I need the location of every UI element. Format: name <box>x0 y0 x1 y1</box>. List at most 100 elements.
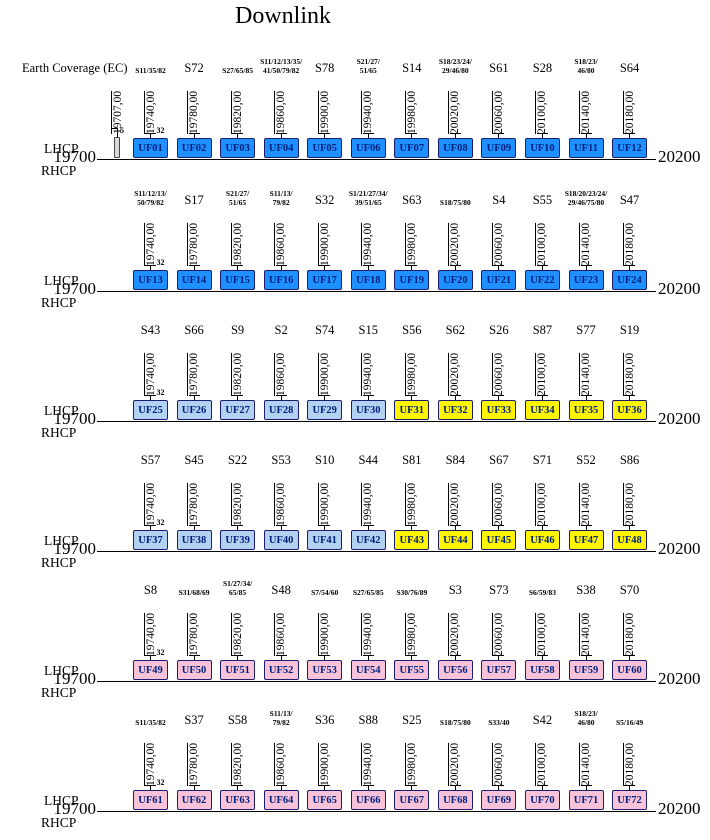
transponder-box: UF12 <box>612 138 648 158</box>
satellite-label: S33/40 <box>488 718 510 727</box>
transponder-box: UF08 <box>437 138 473 158</box>
satellite-label: S53 <box>271 453 291 467</box>
polarization-label-lhcp: LHCP <box>44 141 79 156</box>
satellite-label: S58 <box>227 713 248 727</box>
tick-stem <box>541 265 543 270</box>
polarization-label-rhcp: RHCP <box>41 163 77 178</box>
tick-stem <box>367 655 369 660</box>
tick-stem <box>629 133 631 138</box>
tick-stem <box>411 655 413 660</box>
satellite-label: S18/23/24/ 29/46/80 <box>438 57 472 75</box>
satellite-label: S48 <box>271 583 291 597</box>
tick-stem <box>280 133 282 138</box>
frequency-label: 19940,00 <box>362 90 375 134</box>
satellite-label: S3 <box>448 583 462 597</box>
ec-tick-cap <box>112 128 118 129</box>
polarization-label-rhcp: RHCP <box>41 685 77 700</box>
satellite-label: S74 <box>314 323 335 337</box>
transponder-box: UF22 <box>524 270 560 290</box>
transponder-box: UF53 <box>307 660 343 680</box>
transponder-box: UF29 <box>307 400 343 420</box>
transponder-box: UF43 <box>394 530 430 550</box>
tick-stem <box>585 785 587 790</box>
bandwidth-label: 32 <box>156 258 165 267</box>
frequency-label: 19740,00 <box>144 482 157 526</box>
tick-stem <box>629 525 631 530</box>
tick-stem <box>280 265 282 270</box>
tick-stem <box>324 655 326 660</box>
satellite-label: S32 <box>314 193 335 207</box>
frequency-label: 19780,00 <box>188 222 201 266</box>
satellite-label: S11/13/ 79/82 <box>269 709 293 727</box>
bandwidth-label: 32 <box>156 518 165 527</box>
satellite-label: S47 <box>619 193 640 207</box>
satellite-label: S18/23/ 46/80 <box>574 709 598 727</box>
frequency-axis-line <box>97 421 656 423</box>
frequency-label: 19780,00 <box>188 352 201 396</box>
transponder-box: UF50 <box>176 660 212 680</box>
satellite-label: S26 <box>489 323 509 337</box>
satellite-label: S14 <box>402 61 422 75</box>
bandwidth-label: 32 <box>156 126 165 135</box>
frequency-label: 20060,00 <box>492 222 505 266</box>
tick-stem <box>541 785 543 790</box>
satellite-label: S11/35/82 <box>135 66 166 75</box>
tick-stem <box>411 785 413 790</box>
transponder-box: UF65 <box>307 790 343 810</box>
satellite-label: S56 <box>402 323 422 337</box>
transponder-box: UF61 <box>133 790 168 810</box>
tick-stem <box>498 525 500 530</box>
transponder-box: UF06 <box>350 138 386 158</box>
earth-coverage-label: Earth Coverage (EC) <box>22 61 128 75</box>
satellite-label: S66 <box>184 323 204 337</box>
tick-stem <box>498 785 500 790</box>
transponder-box: UF04 <box>263 138 299 158</box>
satellite-label: S4 <box>492 193 506 207</box>
transponder-box: UF32 <box>437 400 473 420</box>
tick-stem <box>324 395 326 400</box>
frequency-label: 20020,00 <box>449 90 462 134</box>
transponder-box: UF68 <box>437 790 473 810</box>
frequency-label: 19900,00 <box>318 482 331 526</box>
transponder-box: UF05 <box>307 138 343 158</box>
tick-stem <box>150 525 151 530</box>
transponder-box: UF42 <box>350 530 386 550</box>
transponder-box: UF67 <box>394 790 430 810</box>
frequency-label: 20140,00 <box>580 222 592 266</box>
frequency-label: 19860,00 <box>275 352 288 396</box>
transponder-box: UF41 <box>307 530 343 550</box>
tick-stem <box>411 395 413 400</box>
transponder-box: UF63 <box>220 790 256 810</box>
frequency-label: 20060,00 <box>492 612 505 656</box>
satellite-label: S37 <box>184 713 204 727</box>
frequency-label: 20140,00 <box>580 612 592 656</box>
frequency-label: 19900,00 <box>318 90 331 134</box>
satellite-label: S27/65/85 <box>352 588 384 597</box>
frequency-label: 20100,00 <box>536 612 549 656</box>
satellite-label: S1/21/27/34/ 39/51/65 <box>348 189 388 207</box>
frequency-label: 19740,00 <box>144 742 157 786</box>
transponder-box: UF19 <box>394 270 430 290</box>
transponder-box: UF56 <box>437 660 473 680</box>
satellite-label: S38 <box>576 583 596 597</box>
satellite-label: S9 <box>230 323 245 337</box>
satellite-label: S5/16/49 <box>616 718 644 727</box>
tick-stem <box>585 133 587 138</box>
transponder-box: UF15 <box>220 270 256 290</box>
frequency-label: 20020,00 <box>449 612 462 656</box>
satellite-label: S11/12/13/ 50/79/82 <box>134 189 167 207</box>
axis-start-label: 19700 <box>53 669 97 688</box>
transponder-box: UF28 <box>263 400 299 420</box>
tick-stem <box>237 395 239 400</box>
transponder-box: UF46 <box>524 530 560 550</box>
frequency-label: 19740,00 <box>144 90 157 134</box>
satellite-label: S44 <box>358 453 378 467</box>
transponder-box: UF35 <box>568 400 604 420</box>
axis-end-label: 20200 <box>658 279 701 298</box>
satellite-label: S63 <box>402 193 422 207</box>
axis-end-label: 20200 <box>658 147 701 166</box>
frequency-label: 19740,00 <box>144 612 157 656</box>
satellite-label: S72 <box>184 61 204 75</box>
transponder-box: UF49 <box>133 660 168 680</box>
